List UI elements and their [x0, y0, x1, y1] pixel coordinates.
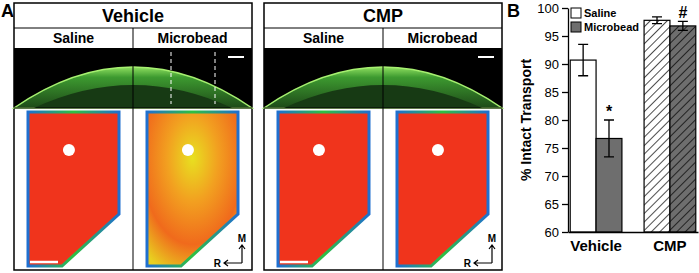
- compass-label: M: [488, 233, 496, 244]
- y-tick: 85: [545, 85, 568, 100]
- scale-bar: [280, 261, 308, 264]
- y-tick-mark: [562, 120, 568, 121]
- tissue-image-bg: [14, 48, 252, 108]
- panel-label: A: [1, 1, 14, 21]
- y-tick: 90: [545, 57, 568, 72]
- tissue-section: [264, 67, 502, 108]
- y-tick-label: 100: [537, 1, 559, 16]
- significance-mark: #: [678, 4, 687, 21]
- compass-label: M: [238, 233, 246, 244]
- x-tick: Vehicle: [570, 232, 622, 254]
- y-tick-label: 90: [545, 57, 559, 72]
- scale-bar: [478, 56, 494, 58]
- legend-label: Microbead: [584, 21, 639, 33]
- plot-marks: [570, 17, 696, 232]
- y-tick-label: 60: [545, 225, 559, 240]
- panel-title: Vehicle: [102, 6, 164, 26]
- error-bar: [578, 44, 588, 75]
- panel-a: A Vehicle Saline Microbead M R CMP Saline Microb…: [1, 1, 502, 270]
- x-axis: Vehicle CMP: [569, 232, 699, 254]
- y-tick-mark: [562, 232, 568, 233]
- image-panel: CMP Saline Microbead M R: [264, 3, 502, 270]
- tissue-section: [14, 67, 252, 108]
- optic-disc: [313, 144, 325, 156]
- y-axis-title: % Intact Transport: [518, 59, 534, 181]
- column-title: Microbead: [407, 30, 477, 46]
- figure: A Vehicle Saline Microbead M R CMP Saline Microb…: [0, 0, 699, 273]
- y-tick: 65: [545, 197, 568, 212]
- panel-label: B: [507, 1, 520, 21]
- error-bar: [678, 21, 688, 30]
- legend-swatch: [571, 22, 581, 32]
- panel-title: CMP: [363, 6, 403, 26]
- panel-frame: [14, 3, 252, 270]
- y-tick-label: 85: [545, 85, 559, 100]
- error-bar: [604, 120, 614, 157]
- y-tick-mark: [562, 204, 568, 205]
- error-bar: [652, 17, 662, 24]
- optic-disc: [63, 144, 75, 156]
- column-title: Saline: [53, 30, 94, 46]
- transport-map: [147, 112, 238, 266]
- scale-bar: [228, 56, 244, 58]
- orientation-arrows: [224, 245, 245, 266]
- midline: [133, 66, 134, 108]
- y-tick: 100: [537, 1, 568, 16]
- y-tick: 75: [545, 141, 568, 156]
- divider: [383, 28, 384, 48]
- divider: [133, 28, 134, 48]
- panel-frame: [264, 3, 502, 270]
- transport-map: [28, 112, 119, 266]
- y-axis: 60 65 70 75 80 85 90 95 100: [537, 1, 568, 240]
- legend: Saline Microbead: [571, 7, 639, 33]
- bar: [644, 20, 670, 232]
- panel-b: B * #60 65 70 75 80 85 90 95 100 % Intact Transport…: [507, 1, 699, 254]
- legend-label: Saline: [584, 7, 616, 19]
- y-axis-line: [568, 9, 569, 233]
- y-tick-mark: [562, 8, 568, 9]
- y-tick: 60: [545, 225, 568, 240]
- y-tick-mark: [562, 92, 568, 93]
- optic-disc: [182, 144, 194, 156]
- tissue-image-bg: [264, 48, 502, 108]
- optic-disc: [432, 144, 444, 156]
- y-tick-mark: [562, 64, 568, 65]
- legend-swatch: [571, 8, 581, 18]
- significance-mark: *: [606, 103, 613, 120]
- column-title: Microbead: [157, 30, 227, 46]
- image-panel: Vehicle Saline Microbead M R: [14, 3, 252, 270]
- y-tick: 70: [545, 169, 568, 184]
- y-tick-mark: [562, 148, 568, 149]
- y-tick-label: 80: [545, 113, 559, 128]
- midline: [383, 66, 384, 108]
- transport-map: [278, 112, 369, 266]
- section-guide: [171, 52, 172, 104]
- orientation-arrows: [474, 245, 495, 266]
- compass-label: R: [214, 258, 222, 269]
- divider: [133, 108, 134, 270]
- section-guide: [215, 52, 216, 104]
- y-tick-label: 75: [545, 141, 559, 156]
- bar: [670, 26, 696, 232]
- y-tick: 95: [545, 29, 568, 44]
- y-tick-label: 65: [545, 197, 559, 212]
- scale-bar: [30, 261, 58, 264]
- x-tick: CMP: [653, 232, 686, 254]
- x-tick-label: CMP: [653, 237, 686, 254]
- y-tick-mark: [562, 36, 568, 37]
- bar: [570, 60, 596, 232]
- y-tick-label: 70: [545, 169, 559, 184]
- compass-label: R: [464, 258, 472, 269]
- transport-map: [397, 112, 488, 266]
- y-tick-label: 95: [545, 29, 559, 44]
- column-title: Saline: [303, 30, 344, 46]
- y-tick-mark: [562, 176, 568, 177]
- divider: [383, 108, 384, 270]
- x-tick-label: Vehicle: [570, 237, 622, 254]
- x-axis-line: [569, 232, 699, 233]
- y-tick: 80: [545, 113, 568, 128]
